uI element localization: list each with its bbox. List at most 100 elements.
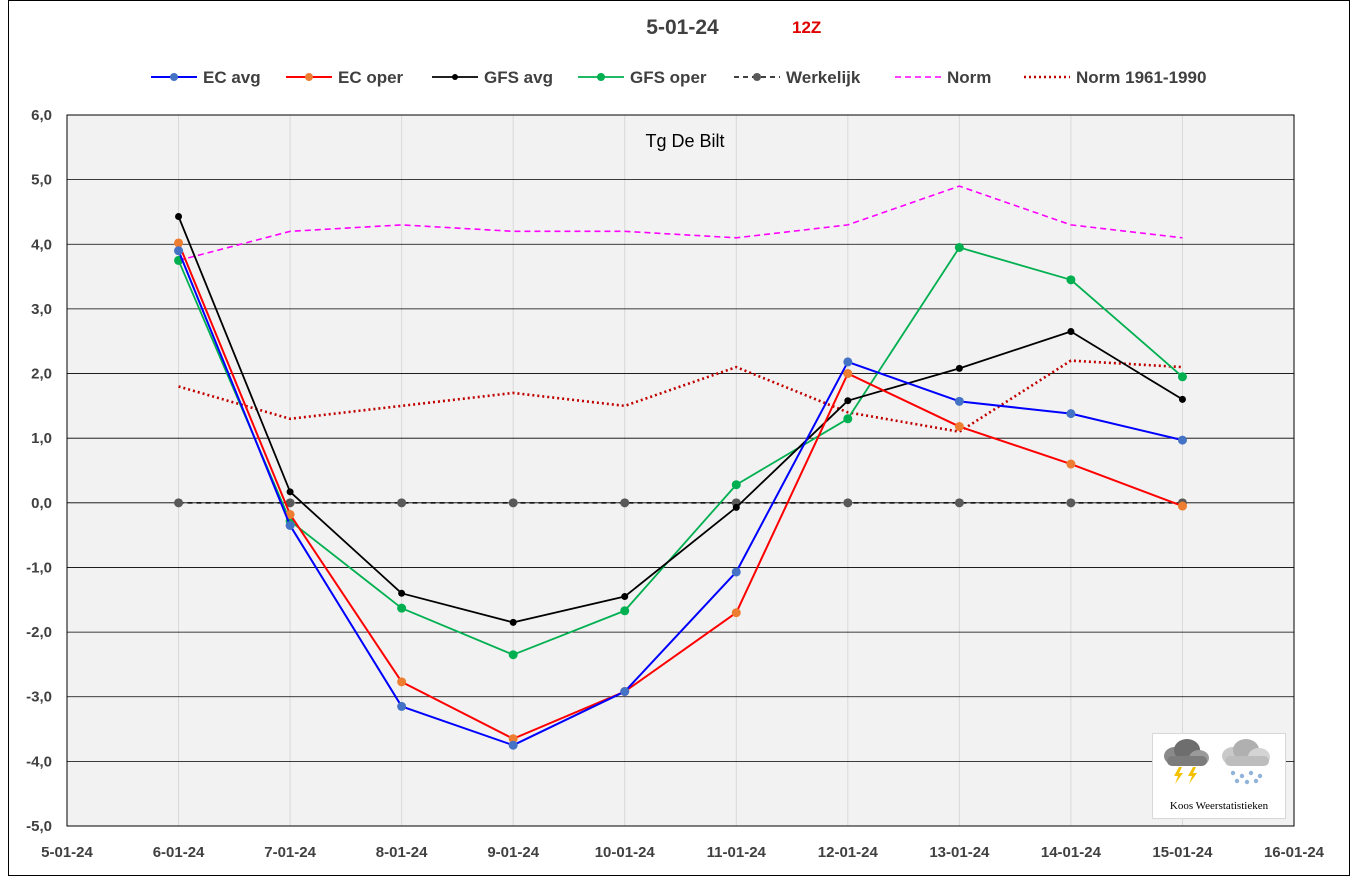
data-point-ec-avg xyxy=(1066,409,1076,419)
series-norm-1961-1990 xyxy=(178,359,1183,434)
data-point-ec-oper xyxy=(1066,459,1076,469)
data-point-gfs-avg xyxy=(286,488,294,496)
data-point-gfs-oper xyxy=(954,243,964,253)
data-point-ec-avg xyxy=(620,687,630,697)
legend-marker xyxy=(452,74,458,80)
data-point-ec-oper xyxy=(174,238,184,248)
data-point-ec-oper xyxy=(285,509,295,519)
y-tick-label: -2,0 xyxy=(26,624,52,641)
data-point-werkelijk xyxy=(174,498,184,508)
axes: -5,0 -4,0 -3,0 -2,0 -1,0 0,0 1,0 2,0 3,0 4,0 5,0 6,… xyxy=(26,107,1325,861)
legend-item-gfs-avg: GFS avg xyxy=(432,68,553,87)
legend-label: EC oper xyxy=(338,68,404,87)
forecast-date: 5-01-24 xyxy=(646,16,719,39)
series-line-norm-1961-1990 xyxy=(178,359,1183,434)
legend-item-werkelijk: Werkelijk xyxy=(734,68,861,87)
legend-item-norm-1961-1990: Norm 1961-1990 xyxy=(1024,68,1206,87)
legend-marker xyxy=(597,73,605,81)
y-tick-label: -3,0 xyxy=(26,689,52,706)
legend-label: Norm 1961-1990 xyxy=(1076,68,1206,87)
x-tick-label: 7-01-24 xyxy=(264,844,316,861)
data-point-gfs-oper xyxy=(1066,275,1076,285)
series-norm xyxy=(178,185,1183,262)
data-point-gfs-avg xyxy=(398,589,406,597)
series-line-gfs-oper xyxy=(177,246,1184,656)
x-tick-label: 14-01-24 xyxy=(1041,844,1102,861)
legend: EC avg EC oper GFS avg GFS oper Werkelijk Nor… xyxy=(151,68,1206,87)
y-tick-label: 4,0 xyxy=(31,236,52,253)
legend-marker xyxy=(305,73,313,81)
x-tick-label: 16-01-24 xyxy=(1264,844,1325,861)
data-point-gfs-avg xyxy=(621,593,629,601)
x-tick-label: 10-01-24 xyxy=(595,844,656,861)
data-point-gfs-avg xyxy=(509,618,517,626)
series-group xyxy=(174,185,1187,750)
data-point-gfs-oper xyxy=(1177,372,1187,382)
y-tick-label: 3,0 xyxy=(31,301,52,318)
x-tick-label: 9-01-24 xyxy=(487,844,539,861)
chart-title: Tg De Bilt xyxy=(645,131,724,151)
data-point-gfs-avg xyxy=(175,212,183,220)
legend-label: Werkelijk xyxy=(786,68,861,87)
data-point-ec-avg xyxy=(174,246,184,256)
data-point-ec-avg xyxy=(285,520,295,530)
data-point-ec-avg xyxy=(508,740,518,750)
x-tick-label: 12-01-24 xyxy=(818,844,879,861)
data-point-werkelijk xyxy=(843,498,853,508)
y-tick-label: 1,0 xyxy=(31,430,52,447)
data-point-ec-oper xyxy=(954,422,964,432)
snow-cloud-icon xyxy=(1222,739,1270,785)
plot-area xyxy=(67,115,1294,826)
data-point-ec-oper xyxy=(1177,501,1187,511)
y-tick-label: -1,0 xyxy=(26,559,52,576)
data-point-gfs-oper xyxy=(843,414,853,424)
data-point-ec-avg xyxy=(397,701,407,711)
legend-marker xyxy=(753,73,761,81)
data-point-werkelijk xyxy=(954,498,964,508)
y-tick-label: 0,0 xyxy=(31,495,52,512)
data-point-werkelijk xyxy=(1066,498,1076,508)
logo: Koos Weerstatistieken xyxy=(1152,733,1286,819)
data-point-werkelijk xyxy=(397,498,407,508)
data-point-werkelijk xyxy=(620,498,630,508)
data-point-ec-oper xyxy=(508,734,518,744)
data-point-werkelijk xyxy=(285,498,295,508)
data-point-ec-oper xyxy=(731,608,741,618)
x-tick-label: 5-01-24 xyxy=(41,844,93,861)
data-point-ec-avg xyxy=(1177,435,1187,445)
data-point-ec-oper xyxy=(843,369,853,379)
series-line-ec-oper xyxy=(177,242,1183,740)
legend-item-ec-oper: EC oper xyxy=(286,68,404,87)
data-point-werkelijk xyxy=(508,498,518,508)
chart-header: 5-01-24 xyxy=(0,16,1355,40)
series-line-norm xyxy=(178,185,1183,262)
legend-label: GFS avg xyxy=(484,68,553,87)
thunderstorm-cloud-icon xyxy=(1164,739,1209,784)
data-point-gfs-oper xyxy=(397,603,407,613)
x-tick-label: 15-01-24 xyxy=(1152,844,1213,861)
y-tick-label: 2,0 xyxy=(31,366,52,383)
legend-item-gfs-oper: GFS oper xyxy=(578,68,707,87)
data-point-gfs-oper xyxy=(731,480,741,490)
x-tick-label: 8-01-24 xyxy=(376,844,428,861)
data-point-gfs-oper xyxy=(508,650,518,660)
legend-item-norm: Norm xyxy=(895,68,991,87)
series-line-ec-avg xyxy=(177,250,1183,747)
data-point-ec-oper xyxy=(397,677,407,687)
data-point-ec-avg xyxy=(843,357,853,367)
data-point-gfs-avg xyxy=(1067,328,1075,336)
series-werkelijk xyxy=(174,498,1187,508)
data-point-gfs-avg xyxy=(955,364,963,372)
x-tick-label: 11-01-24 xyxy=(707,844,767,861)
legend-label: Norm xyxy=(947,68,991,87)
y-tick-label: -5,0 xyxy=(26,818,52,835)
x-tick-label: 6-01-24 xyxy=(153,844,205,861)
data-point-ec-avg xyxy=(954,396,964,406)
model-run-label: 12Z xyxy=(792,18,822,37)
data-point-gfs-oper xyxy=(620,606,630,616)
data-point-ec-avg xyxy=(731,567,741,577)
legend-label: EC avg xyxy=(203,68,261,87)
y-tick-label: 6,0 xyxy=(31,107,52,124)
x-tick-label: 13-01-24 xyxy=(929,844,990,861)
